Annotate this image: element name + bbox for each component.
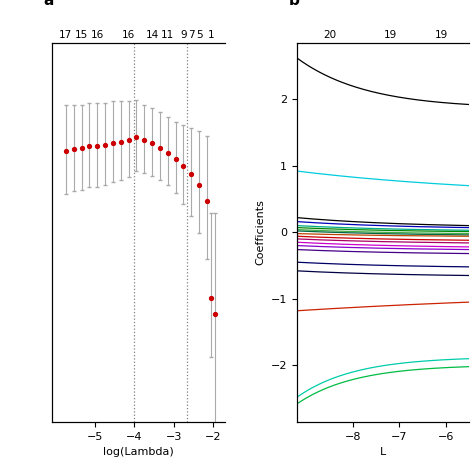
X-axis label: L: L	[380, 447, 386, 457]
Text: a: a	[44, 0, 54, 9]
Text: b: b	[288, 0, 299, 9]
Y-axis label: Coefficients: Coefficients	[255, 200, 265, 265]
X-axis label: log(Lambda): log(Lambda)	[103, 447, 173, 457]
